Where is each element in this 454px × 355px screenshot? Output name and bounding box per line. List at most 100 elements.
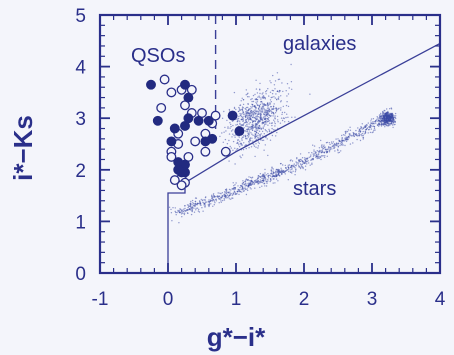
galaxy-point — [223, 131, 225, 133]
star-point — [390, 107, 392, 109]
galaxy-point — [239, 123, 241, 126]
galaxy-point — [276, 115, 279, 118]
galaxy-point — [255, 138, 258, 141]
star-point — [242, 188, 245, 190]
galaxy-point — [252, 105, 254, 108]
galaxy-point — [256, 123, 258, 125]
star-point — [293, 164, 295, 167]
star-point — [304, 165, 307, 167]
star-point — [373, 126, 376, 128]
x-tick-label: 0 — [163, 289, 174, 310]
star-point — [247, 186, 249, 188]
star-point — [282, 164, 284, 166]
star-point — [381, 120, 383, 122]
galaxy-point — [260, 108, 262, 110]
galaxy-point — [232, 140, 235, 143]
galaxy-point — [281, 113, 283, 116]
star-point — [233, 187, 235, 189]
star-point — [372, 118, 375, 120]
star-point — [170, 208, 172, 211]
galaxy-point — [259, 127, 262, 129]
star-point — [192, 206, 194, 208]
star-point — [320, 158, 322, 161]
galaxy-point — [269, 139, 272, 141]
galaxy-point — [245, 94, 247, 96]
star-point — [265, 185, 268, 187]
star-point — [378, 114, 381, 116]
qso-filled-point — [227, 110, 238, 121]
galaxy-point — [259, 103, 262, 106]
star-point — [213, 204, 215, 206]
star-point — [248, 176, 250, 178]
galaxy-point — [264, 144, 266, 146]
star-point — [358, 132, 360, 134]
galaxy-point — [271, 122, 273, 124]
star-point — [253, 183, 255, 185]
galaxy-point — [290, 81, 293, 83]
star-point — [337, 138, 339, 140]
galaxy-point — [262, 92, 264, 94]
galaxy-point — [254, 135, 256, 137]
galaxy-point — [247, 106, 249, 109]
galaxy-point — [282, 90, 284, 93]
star-point — [182, 210, 184, 213]
star-point — [235, 182, 237, 184]
star-point — [390, 122, 392, 125]
galaxy-point — [266, 121, 269, 123]
galaxy-point — [258, 142, 260, 145]
galaxy-point — [264, 120, 266, 123]
star-point — [208, 204, 211, 206]
star-point — [383, 123, 385, 125]
star-point — [296, 162, 298, 164]
star-point — [213, 195, 216, 197]
galaxy-point — [248, 116, 250, 119]
galaxy-point — [276, 99, 278, 101]
galaxy-point — [257, 129, 259, 131]
galaxy-point — [266, 131, 268, 133]
star-point — [287, 164, 289, 166]
star-point — [170, 212, 173, 214]
star-point — [270, 172, 272, 175]
star-point — [295, 164, 297, 167]
qso-filled-point — [180, 79, 190, 90]
star-point — [323, 151, 325, 154]
star-point — [313, 149, 315, 151]
star-point — [379, 123, 381, 126]
star-point — [217, 196, 219, 198]
galaxy-point — [257, 107, 260, 109]
galaxy-point — [249, 137, 252, 139]
star-point — [317, 153, 320, 155]
star-point — [200, 198, 202, 201]
galaxy-point — [237, 120, 239, 122]
star-point — [375, 122, 377, 124]
star-point — [344, 134, 346, 136]
star-point — [220, 193, 222, 195]
star-point — [359, 139, 362, 142]
galaxy-point — [255, 101, 257, 104]
star-point — [174, 210, 176, 213]
galaxy-point — [241, 110, 244, 112]
star-point — [242, 189, 244, 191]
star-point — [194, 197, 197, 199]
qso-open-point — [190, 136, 201, 147]
star-point — [254, 187, 256, 189]
star-point — [257, 175, 259, 177]
star-point — [267, 178, 269, 181]
galaxy-point — [256, 99, 259, 101]
star-point — [244, 180, 246, 183]
galaxy-point — [252, 100, 255, 103]
galaxy-point — [281, 119, 284, 122]
star-point — [358, 130, 360, 132]
star-point — [177, 210, 179, 212]
galaxy-point — [268, 108, 270, 110]
star-point — [281, 172, 283, 174]
galaxy-point — [271, 134, 274, 137]
star-point — [245, 179, 247, 181]
galaxy-point — [262, 126, 264, 128]
galaxy-point — [268, 116, 270, 119]
galaxy-point — [254, 124, 257, 127]
star-point — [320, 139, 322, 142]
star-point — [365, 124, 368, 126]
qso-open-point — [210, 110, 221, 121]
y-tick-label: 5 — [75, 6, 86, 27]
